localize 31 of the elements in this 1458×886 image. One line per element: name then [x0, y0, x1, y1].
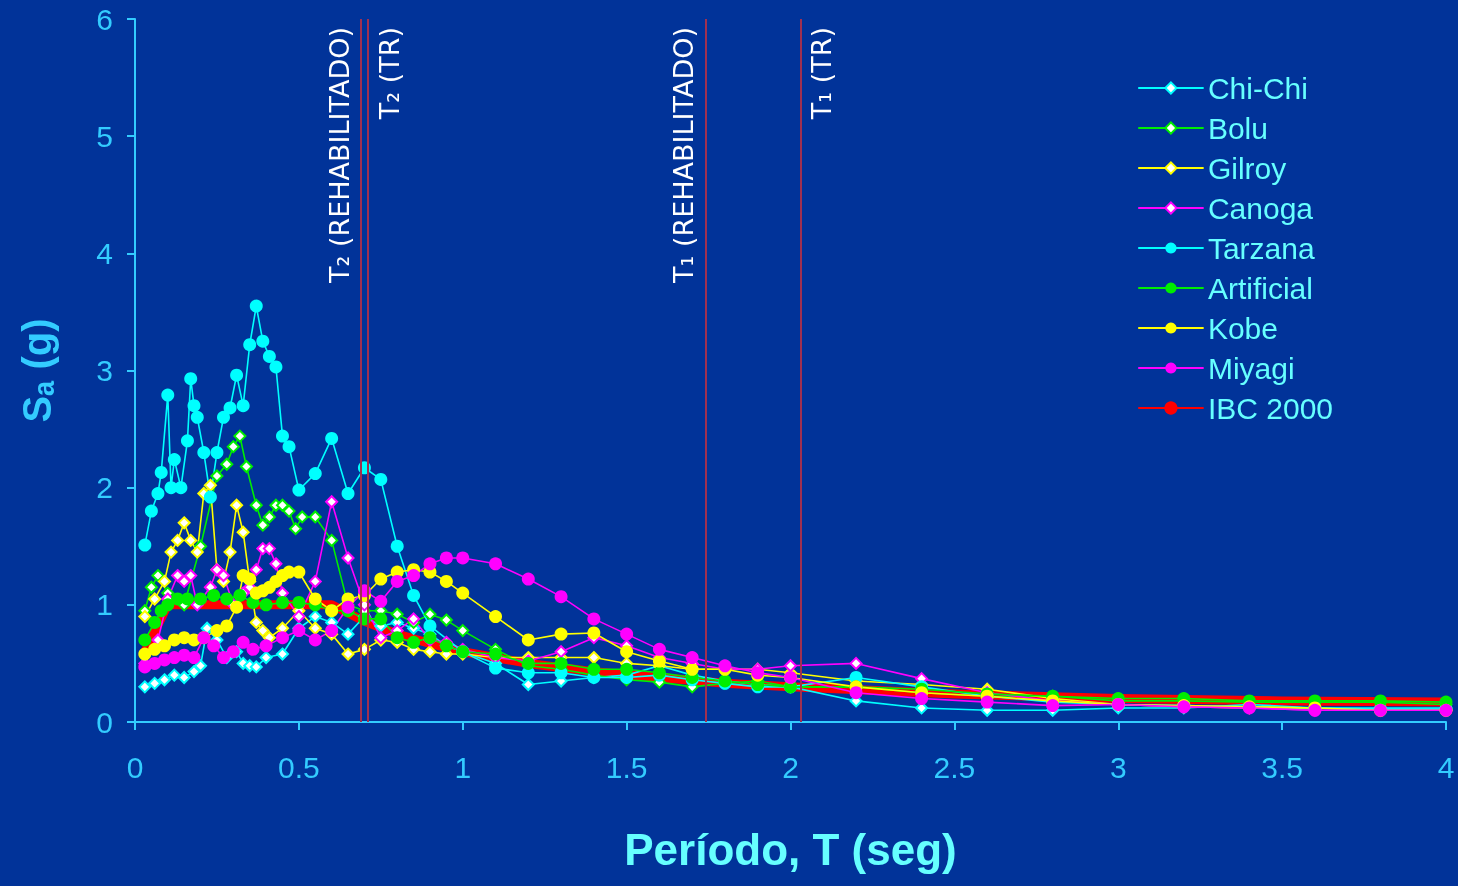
y-axis-title: Sₐ (g)	[15, 318, 59, 423]
x-tick-label: 2.5	[933, 750, 976, 784]
ref-line-label: T₁ (REHABILITADO)	[668, 27, 700, 284]
y-tick-label: 6	[96, 2, 113, 36]
x-tick-label: 4	[1437, 750, 1455, 784]
x-axis-title: Período, T (seg)	[624, 824, 957, 874]
x-tick-label: 0.5	[278, 750, 320, 784]
x-tick-label: 3.5	[1261, 750, 1303, 784]
legend-label: Miyagi	[1207, 351, 1295, 385]
legend-label: Canoga	[1207, 191, 1314, 225]
legend-label: Bolu	[1207, 111, 1268, 145]
legend-label: IBC 2000	[1207, 391, 1334, 425]
x-tick-label: 1.5	[605, 750, 648, 784]
y-tick-label: 5	[96, 119, 113, 153]
legend-label: Gilroy	[1207, 151, 1287, 185]
legend-label: Tarzana	[1207, 231, 1315, 265]
y-tick-label: 0	[96, 705, 113, 739]
x-tick-label: 0	[126, 750, 144, 784]
ref-line-label: T₂ (TR)	[373, 27, 405, 121]
x-tick-label: 3	[1109, 750, 1127, 784]
legend-label: Artificial	[1207, 271, 1313, 305]
x-tick-label: 2	[782, 750, 799, 784]
y-tick-label: 1	[96, 588, 113, 622]
x-tick-label: 1	[454, 750, 472, 784]
y-tick-label: 4	[96, 236, 113, 270]
y-tick-label: 3	[96, 354, 113, 387]
ref-line-label: T₁ (TR)	[806, 27, 838, 121]
legend-label: Chi-Chi	[1207, 71, 1308, 105]
legend-label: Kobe	[1207, 311, 1278, 345]
ref-line-label: T₂ (REHABILITADO)	[324, 27, 356, 284]
y-tick-label: 2	[96, 471, 113, 505]
